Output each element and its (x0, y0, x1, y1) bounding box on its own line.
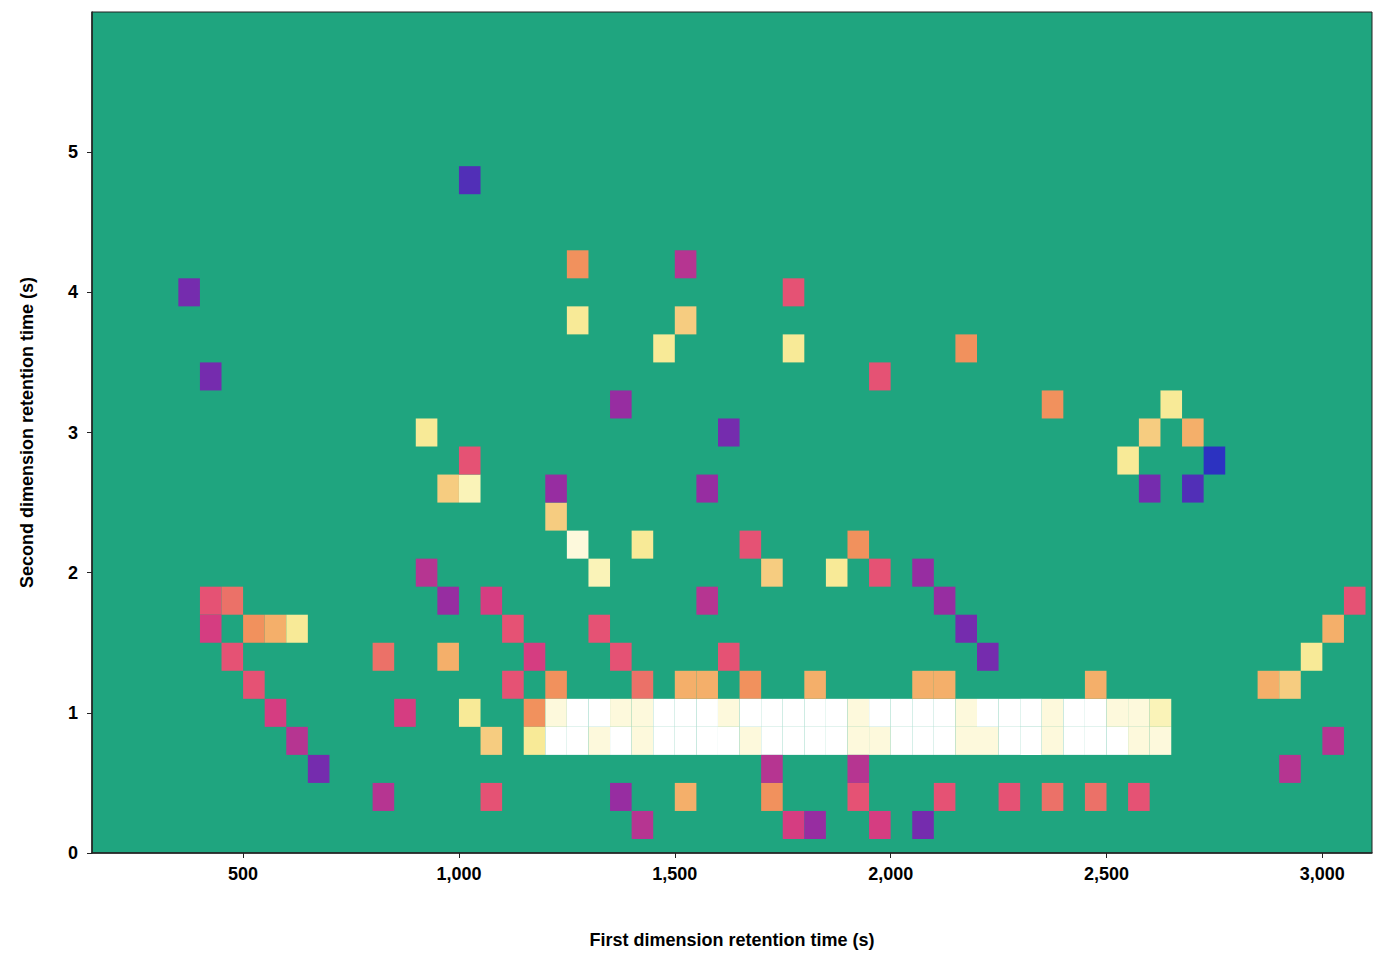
svg-text:1: 1 (68, 703, 78, 723)
svg-text:4: 4 (68, 282, 78, 302)
svg-text:1,000: 1,000 (436, 864, 481, 884)
svg-text:Second dimension retention tim: Second dimension retention time (s) (17, 277, 37, 588)
svg-text:3: 3 (68, 423, 78, 443)
svg-text:0: 0 (68, 843, 78, 863)
svg-text:500: 500 (228, 864, 258, 884)
svg-text:2,500: 2,500 (1084, 864, 1129, 884)
svg-text:2: 2 (68, 563, 78, 583)
svg-text:First dimension retention time: First dimension retention time (s) (589, 930, 874, 950)
svg-text:2,000: 2,000 (868, 864, 913, 884)
svg-text:5: 5 (68, 142, 78, 162)
svg-text:1,500: 1,500 (652, 864, 697, 884)
svg-text:3,000: 3,000 (1300, 864, 1345, 884)
